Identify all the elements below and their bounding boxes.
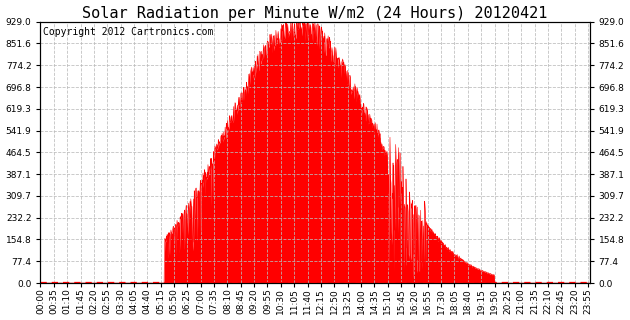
Title: Solar Radiation per Minute W/m2 (24 Hours) 20120421: Solar Radiation per Minute W/m2 (24 Hour… — [83, 5, 547, 20]
Text: Copyright 2012 Cartronics.com: Copyright 2012 Cartronics.com — [43, 27, 214, 37]
